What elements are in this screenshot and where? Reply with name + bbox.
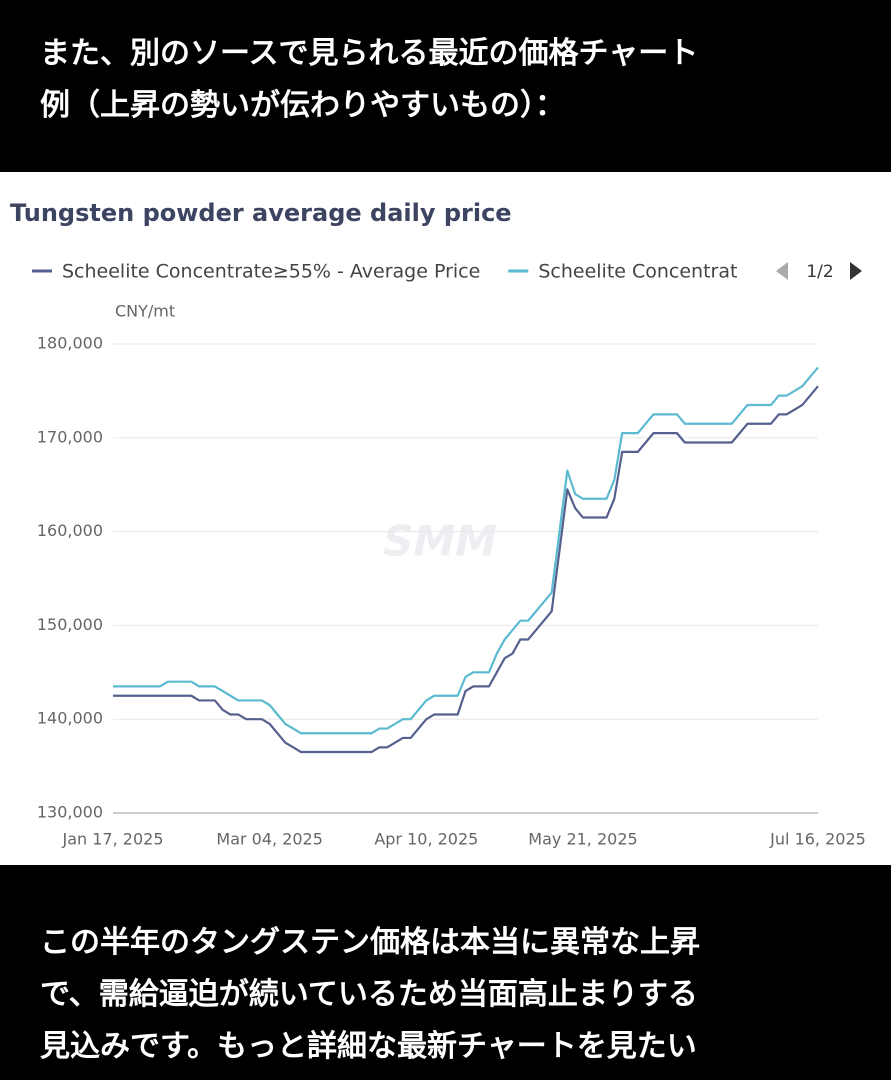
intro: また、別のソースで見られる最近の価格チャート 例（上昇の勢いが伝わりやすいもの）… bbox=[0, 0, 891, 172]
y-tick-label: 160,000 bbox=[37, 521, 103, 540]
outro-line: で、需給逼迫が続いているため当面高止まりする bbox=[40, 977, 698, 1012]
y-tick-label: 130,000 bbox=[37, 803, 103, 822]
y-tick-label: 180,000 bbox=[37, 334, 103, 353]
series-line bbox=[113, 366, 819, 735]
legend-label: Scheelite Concentrate≥55% - Average Pric… bbox=[62, 261, 480, 283]
outro-line: 見込みです。もっと詳細な最新チャートを見たい bbox=[40, 1029, 697, 1064]
x-tick-label: Mar 04, 2025 bbox=[216, 830, 323, 849]
chart: Tungsten powder average daily price CNY/… bbox=[0, 172, 891, 865]
x-tick-label: Jan 17, 2025 bbox=[62, 830, 164, 849]
chart-title: Tungsten powder average daily price bbox=[10, 199, 512, 227]
y-tick-label: 170,000 bbox=[37, 427, 103, 446]
outro-line: この半年のタングステン価格は本当に異常な上昇 bbox=[40, 925, 700, 960]
intro-line: 例（上昇の勢いが伝わりやすいもの）： bbox=[40, 88, 565, 123]
legend-prev[interactable] bbox=[776, 262, 788, 280]
intro-line: また、別のソースで見られる最近の価格チャート bbox=[40, 36, 699, 71]
series-line bbox=[113, 385, 819, 754]
watermark: SMM bbox=[383, 517, 497, 566]
y-tick-label: 140,000 bbox=[37, 709, 103, 728]
legend-label: Scheelite Concentrat bbox=[538, 261, 737, 283]
y-tick-label: 150,000 bbox=[37, 615, 103, 634]
y-unit: CNY/mt bbox=[115, 302, 175, 321]
legend-next[interactable] bbox=[850, 262, 862, 280]
x-tick-label: May 21, 2025 bbox=[528, 830, 637, 849]
legend-page: 1/2 bbox=[806, 262, 833, 282]
chart-background bbox=[0, 172, 891, 865]
outro: この半年のタングステン価格は本当に異常な上昇 で、需給逼迫が続いているため当面高… bbox=[0, 865, 891, 1080]
x-tick-label: Jul 16, 2025 bbox=[769, 830, 866, 849]
x-tick-label: Apr 10, 2025 bbox=[374, 830, 478, 849]
